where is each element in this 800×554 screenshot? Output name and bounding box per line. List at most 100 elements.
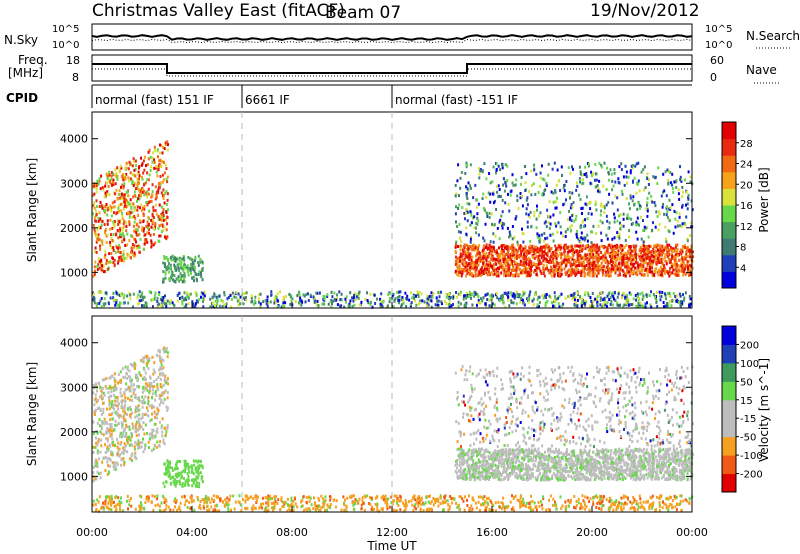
power-cell xyxy=(609,168,612,172)
power-cell xyxy=(119,164,122,168)
power-cell xyxy=(526,225,529,229)
power-cell xyxy=(631,271,634,275)
power-cell xyxy=(584,224,587,228)
power-cell xyxy=(121,212,123,215)
power-cell xyxy=(159,214,162,218)
power-cell xyxy=(606,249,609,253)
power-cell xyxy=(423,300,426,304)
velocity-cell xyxy=(256,499,258,503)
power-cell xyxy=(441,302,443,306)
power-cell xyxy=(532,255,535,259)
power-cell xyxy=(465,161,468,165)
power-cell xyxy=(491,256,494,260)
power-cell xyxy=(663,246,666,250)
power-cell xyxy=(645,293,648,297)
power-cell xyxy=(532,297,535,301)
power-cell xyxy=(688,304,691,308)
power-cell xyxy=(603,161,606,165)
power-cell xyxy=(222,300,225,304)
power-cell xyxy=(573,268,576,272)
power-cell xyxy=(621,248,624,252)
velocity-cell xyxy=(354,497,357,501)
power-cell xyxy=(638,255,641,259)
power-cell xyxy=(145,201,148,204)
power-cell xyxy=(466,210,469,214)
power-cell xyxy=(667,271,670,275)
velocity-cell xyxy=(679,494,682,498)
power-cell xyxy=(671,271,674,275)
power-cell xyxy=(653,244,656,248)
power-cell xyxy=(564,243,567,247)
power-cell xyxy=(592,256,595,260)
power-cell xyxy=(153,226,155,230)
power-cell xyxy=(466,264,469,267)
power-cell xyxy=(533,163,536,167)
power-cell xyxy=(687,265,689,268)
power-cell xyxy=(646,196,649,200)
power-cell xyxy=(630,303,633,307)
power-cell xyxy=(587,162,590,166)
power-cell xyxy=(254,301,257,305)
power-cell xyxy=(517,263,520,267)
power-cell xyxy=(104,249,107,253)
power-cell xyxy=(528,258,531,262)
power-cell xyxy=(141,291,144,295)
power-cell xyxy=(642,253,645,257)
velocity-cell xyxy=(115,504,117,508)
velocity-cell xyxy=(384,498,387,501)
velocity-cell xyxy=(491,502,494,506)
power-cell xyxy=(501,198,504,202)
power-cell xyxy=(521,264,524,268)
power-cell xyxy=(214,299,217,303)
power-cell xyxy=(155,170,158,174)
power-cell xyxy=(121,214,124,218)
power-cell xyxy=(190,272,193,275)
velocity-cell xyxy=(120,496,122,500)
power-cell xyxy=(168,262,170,266)
power-cell xyxy=(652,259,655,263)
power-cell xyxy=(585,244,588,248)
power-cell xyxy=(138,246,141,249)
power-cell xyxy=(650,250,653,254)
power-cell xyxy=(463,261,466,265)
power-cell xyxy=(330,305,333,309)
power-cell xyxy=(457,230,460,234)
power-cell xyxy=(677,301,680,304)
velocity-cell xyxy=(190,500,193,504)
power-cell xyxy=(626,256,629,260)
power-cell xyxy=(511,259,514,263)
power-cell xyxy=(274,295,277,299)
power-cell xyxy=(510,301,513,304)
power-cell xyxy=(689,250,692,254)
velocity-cell xyxy=(530,494,532,498)
power-cell xyxy=(154,209,157,213)
power-cell xyxy=(591,256,594,260)
power-cell xyxy=(545,225,548,228)
power-colorbar-swatch xyxy=(722,254,736,272)
velocity-cell xyxy=(545,508,548,512)
power-cell xyxy=(591,263,594,267)
power-cell xyxy=(581,249,583,253)
power-cell xyxy=(463,257,466,261)
power-cell xyxy=(296,294,299,298)
velocity-cell xyxy=(308,507,311,511)
velocity-cell xyxy=(167,505,170,509)
power-cell xyxy=(563,184,566,188)
power-cell xyxy=(456,256,459,260)
power-cell xyxy=(191,300,194,304)
power-cell xyxy=(97,216,100,220)
power-cell xyxy=(527,251,530,255)
power-cell xyxy=(576,258,579,262)
velocity-cell xyxy=(233,507,236,511)
power-cell xyxy=(142,171,145,175)
velocity-cell xyxy=(560,507,563,510)
power-cell xyxy=(180,266,182,270)
power-cell xyxy=(571,214,574,218)
power-cell xyxy=(534,248,537,251)
power-cell xyxy=(200,291,203,295)
power-cell xyxy=(132,157,135,161)
power-cell xyxy=(571,165,573,169)
power-cell xyxy=(494,269,497,273)
velocity-cell xyxy=(140,495,143,499)
power-cell xyxy=(647,183,650,186)
